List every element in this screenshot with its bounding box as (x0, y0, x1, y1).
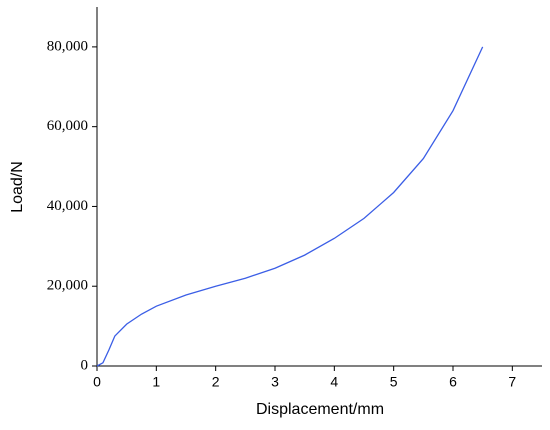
x-axis-title: Displacement/mm (256, 401, 384, 418)
y-tick-label: 0 (81, 357, 89, 373)
y-tick-label: 60,000 (47, 118, 88, 134)
x-tick-label: 0 (93, 374, 101, 390)
x-tick-label: 7 (508, 374, 516, 390)
x-tick-label: 4 (330, 374, 338, 390)
y-tick-label: 80,000 (47, 38, 88, 54)
y-tick-label: 40,000 (47, 198, 88, 214)
x-tick-label: 6 (449, 374, 457, 390)
data-line (96, 46, 484, 367)
x-tick-label: 5 (390, 374, 398, 390)
y-tick-label: 20,000 (47, 278, 88, 294)
x-tick-label: 1 (152, 374, 160, 390)
x-tick-label: 3 (271, 374, 279, 390)
x-tick-label: 2 (212, 374, 220, 390)
y-axis-title: Load/N (9, 161, 26, 213)
